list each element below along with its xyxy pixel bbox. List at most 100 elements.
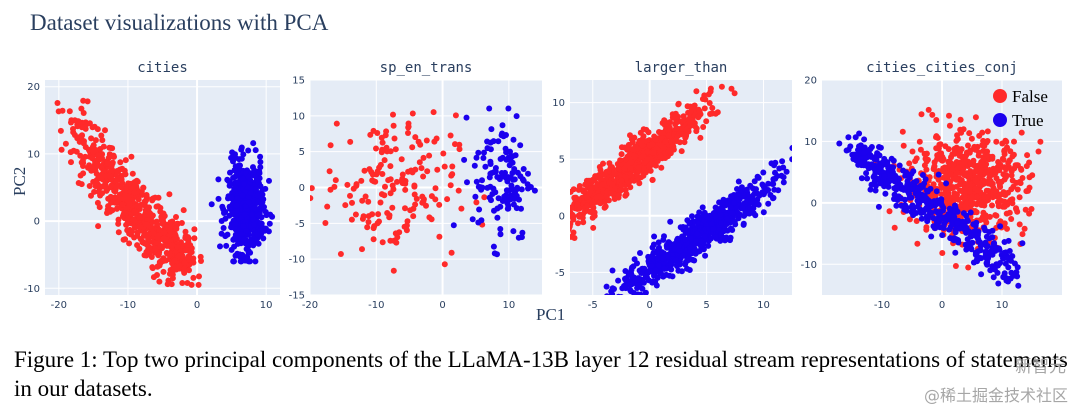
scatter-point-true [789, 156, 792, 163]
scatter-point-false [662, 118, 669, 125]
scatter-point-false [160, 235, 167, 242]
scatter-point-false [370, 127, 377, 134]
scatter-point-true [642, 274, 649, 281]
scatter-point-false [1005, 159, 1012, 166]
scatter-point-false [1016, 221, 1023, 228]
scatter-point-true [497, 231, 504, 238]
scatter-point-true [525, 170, 531, 177]
scatter-point-true [994, 269, 1001, 276]
scatter-point-true [220, 225, 227, 231]
scatter-point-false [556, 226, 562, 232]
scatter-point-false [973, 209, 980, 216]
legend-marker-true [993, 113, 1007, 127]
scatter-point-true [505, 105, 512, 112]
scatter-point-false [703, 118, 710, 125]
scatter-point-false [136, 223, 143, 230]
scatter-point-true [746, 210, 753, 217]
scatter-point-false [635, 164, 642, 171]
scatter-point-false [349, 199, 355, 206]
scatter-point-false [917, 146, 924, 153]
scatter-point-false [352, 211, 359, 218]
scatter-point-false [933, 117, 940, 123]
scatter-point-true [519, 176, 526, 183]
scatter-point-true [266, 177, 272, 184]
scatter-point-true [975, 255, 982, 262]
subplot-cities: -20 -10 0 10 -10 0 10 20 cities [24, 60, 280, 311]
scatter-point-false [649, 141, 656, 148]
scatter-point-false [978, 161, 985, 168]
scatter-point-true [266, 220, 273, 227]
scatter-point-false [930, 192, 937, 199]
scatter-point-true [612, 304, 618, 310]
scatter-point-false [938, 191, 945, 198]
scatter-point-false [98, 132, 105, 139]
scatter-point-false [1008, 172, 1015, 179]
scatter-point-true [974, 232, 981, 239]
scatter-point-false [564, 200, 570, 206]
scatter-point-false [365, 213, 372, 220]
scatter-point-false [618, 144, 625, 151]
scatter-point-false [117, 159, 124, 166]
scatter-point-false [584, 202, 590, 209]
scatter-point-false [173, 225, 180, 232]
scatter-point-true [879, 159, 886, 166]
scatter-point-false [93, 179, 100, 186]
scatter-point-false [387, 190, 394, 197]
scatter-point-false [640, 126, 647, 133]
scatter-point-false [1009, 196, 1016, 203]
scatter-point-false [570, 188, 574, 195]
scatter-point-true [760, 169, 767, 176]
scatter-point-true [232, 220, 239, 227]
scatter-point-true [648, 263, 655, 269]
scatter-point-true [251, 205, 258, 212]
scatter-point-true [964, 218, 971, 224]
scatter-point-true [484, 184, 491, 191]
scatter-point-true [904, 178, 911, 185]
scatter-point-false [1022, 206, 1029, 213]
scatter-point-false [950, 193, 957, 200]
scatter-point-true [498, 170, 505, 176]
scatter-point-true [685, 229, 692, 236]
scatter-point-false [117, 195, 124, 202]
subplot-title: larger_than [635, 60, 728, 76]
scatter-point-true [960, 210, 967, 217]
scatter-point-true [983, 233, 990, 240]
scatter-point-true [630, 290, 637, 295]
scatter-point-true [240, 223, 247, 230]
scatter-point-false [73, 148, 80, 155]
scatter-point-false [991, 168, 998, 175]
scatter-point-true [269, 213, 276, 220]
scatter-point-false [996, 180, 1003, 187]
scatter-point-true [510, 228, 517, 235]
scatter-point-false [1003, 166, 1009, 173]
scatter-point-true [696, 209, 703, 216]
scatter-point-false [394, 178, 400, 185]
scatter-point-false [953, 176, 960, 183]
scatter-point-false [142, 221, 149, 228]
scatter-point-false [975, 152, 982, 159]
scatter-point-false [953, 137, 960, 144]
x-tick-label: -5 [588, 300, 598, 311]
scatter-point-true [860, 149, 867, 156]
scatter-point-false [662, 138, 669, 145]
scatter-point-true [995, 280, 1002, 287]
x-tick-label: 0 [194, 300, 200, 311]
scatter-point-false [114, 168, 121, 174]
scatter-point-false [115, 220, 122, 227]
scatter-point-false [940, 165, 947, 172]
scatter-point-false [423, 137, 430, 144]
scatter-point-false [344, 181, 351, 188]
scatter-point-false [963, 149, 970, 156]
scatter-point-true [500, 133, 507, 140]
scatter-point-false [159, 220, 166, 227]
subplot-larger-than: -5 0 5 10 -5 0 5 10 larger_than [552, 60, 792, 311]
scatter-point-false [678, 148, 685, 155]
y-tick-label: 10 [292, 111, 305, 122]
scatter-point-false [968, 135, 975, 142]
scatter-point-false [104, 160, 111, 167]
scatter-point-false [191, 235, 198, 242]
scatter-point-true [260, 235, 267, 242]
scatter-point-false [185, 253, 192, 259]
scatter-point-false [98, 175, 104, 182]
scatter-point-false [650, 149, 657, 156]
